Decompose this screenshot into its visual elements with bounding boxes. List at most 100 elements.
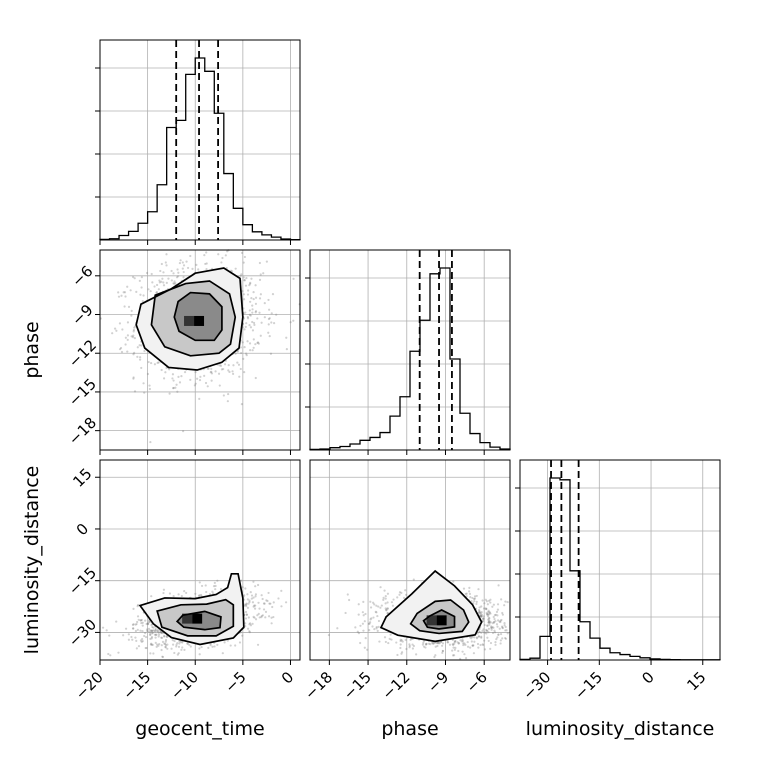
scatter-point (126, 285, 129, 288)
scatter-point (244, 325, 247, 329)
scatter-point (482, 607, 486, 610)
scatter-point (441, 651, 444, 654)
scatter-point (473, 636, 476, 639)
scatter-point (422, 645, 426, 648)
scatter-point (145, 271, 149, 275)
scatter-point (122, 634, 125, 637)
scatter-point (262, 272, 265, 275)
scatter-point (186, 642, 189, 645)
scatter-point (160, 636, 164, 640)
scatter-point (141, 640, 144, 643)
scatter-point (484, 631, 487, 634)
scatter-point (453, 642, 456, 645)
scatter-point (275, 313, 278, 316)
scatter-point (245, 603, 248, 606)
scatter-point (228, 370, 231, 374)
scatter-point (261, 597, 264, 601)
scatter-point (172, 379, 175, 382)
scatter-point (256, 317, 259, 320)
scatter-point (175, 276, 179, 279)
scatter-point (217, 372, 221, 375)
scatter-point (254, 302, 258, 305)
panel-geocent_time-vs-luminosity_distance (99, 460, 300, 660)
scatter-point (461, 638, 464, 641)
scatter-point (141, 299, 144, 303)
scatter-point (127, 633, 130, 636)
scatter-point (189, 254, 192, 258)
scatter-point (176, 275, 180, 278)
scatter-point (248, 599, 251, 602)
scatter-point (180, 648, 183, 651)
scatter-point (245, 276, 248, 280)
y-tick-label-phase: −6 (68, 262, 96, 290)
scatter-point (161, 655, 164, 658)
scatter-point (229, 644, 232, 647)
scatter-point (436, 642, 439, 645)
scatter-point (115, 620, 118, 623)
scatter-point (401, 651, 404, 654)
scatter-point (390, 601, 394, 604)
scatter-point (249, 314, 252, 317)
scatter-point (225, 266, 228, 270)
scatter-point (138, 344, 141, 347)
scatter-point (238, 641, 242, 644)
scatter-point (254, 604, 257, 607)
scatter-point (246, 317, 250, 320)
scatter-point (154, 641, 157, 644)
scatter-point (405, 593, 408, 596)
scatter-point (473, 599, 476, 603)
scatter-point (248, 284, 251, 287)
scatter-point (251, 349, 254, 352)
scatter-point (139, 619, 143, 622)
scatter-point (362, 600, 365, 603)
scatter-point (377, 605, 380, 608)
scatter-point (244, 610, 248, 614)
scatter-point (482, 615, 485, 618)
scatter-point (199, 375, 202, 378)
scatter-point (483, 623, 486, 627)
scatter-point (241, 634, 244, 637)
scatter-point (359, 624, 362, 627)
scatter-point (496, 625, 499, 628)
scatter-point (488, 620, 491, 623)
scatter-point (154, 633, 157, 636)
scatter-point (250, 597, 253, 600)
scatter-point (210, 370, 213, 373)
scatter-point (251, 320, 254, 324)
scatter-point (152, 626, 155, 629)
scatter-point (284, 601, 288, 604)
scatter-point (289, 321, 292, 324)
scatter-point (210, 372, 214, 375)
scatter-point (476, 632, 479, 635)
scatter-point (241, 290, 244, 293)
scatter-point (400, 591, 403, 595)
scatter-point (136, 346, 139, 349)
scatter-point (254, 595, 257, 598)
scatter-point (181, 267, 184, 270)
scatter-point (151, 643, 154, 646)
scatter-point (364, 637, 367, 640)
scatter-point (478, 630, 481, 634)
scatter-point (146, 622, 150, 626)
scatter-point (446, 641, 450, 644)
scatter-point (176, 390, 179, 393)
scatter-point (264, 610, 268, 613)
scatter-point (487, 621, 490, 624)
scatter-point (497, 584, 500, 587)
scatter-point (404, 589, 407, 592)
scatter-point (226, 400, 229, 403)
scatter-point (121, 328, 124, 331)
scatter-point (163, 634, 166, 638)
scatter-point (441, 644, 444, 647)
scatter-point (471, 635, 474, 638)
scatter-point (166, 635, 169, 639)
scatter-point (386, 601, 389, 604)
scatter-point (485, 607, 488, 611)
scatter-point (401, 640, 404, 643)
scatter-point (245, 352, 248, 355)
scatter-point (496, 603, 500, 606)
scatter-point (162, 588, 166, 591)
scatter-point (150, 630, 154, 633)
scatter-point (177, 271, 180, 274)
scatter-point (266, 599, 269, 603)
